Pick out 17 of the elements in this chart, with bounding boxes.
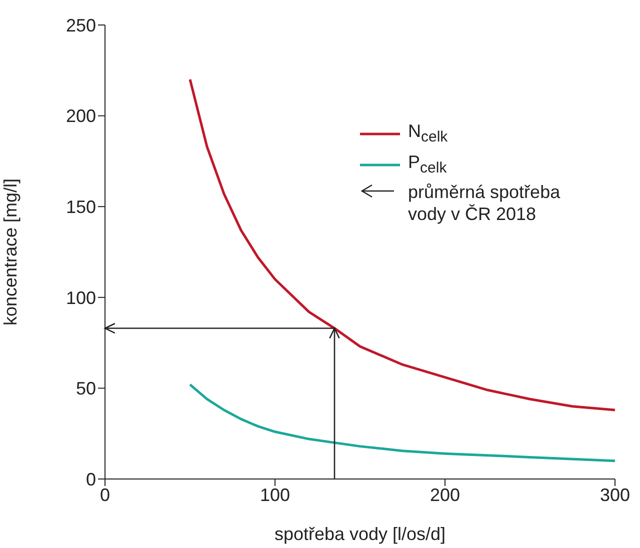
legend-label: P$_{celk}$ [408, 150, 447, 178]
legend-label: N$_{celk}$ [408, 120, 448, 148]
x-tick-label: 100 [260, 484, 290, 505]
y-tick-label: 150 [66, 196, 96, 217]
line-series [188, 78, 615, 412]
y-tick-label: 0 [86, 469, 96, 490]
y-tick-label: 200 [66, 106, 96, 126]
x-axis-title: spotřeba vody [l/os/d] [274, 524, 446, 544]
y-tick-label: 100 [66, 288, 96, 308]
y-tick-label: 50 [76, 378, 96, 399]
line-series [188, 383, 615, 462]
annotation: průměrná spotřeba vody v ČR 2018 [408, 181, 562, 226]
x-tick-label: 300 [600, 484, 630, 505]
x-tick-label: 200 [430, 484, 460, 505]
y-axis-title: koncentrace [mg/l] [0, 178, 20, 326]
y-tick-label: 250 [66, 15, 96, 36]
x-tick-label: 0 [100, 484, 110, 505]
